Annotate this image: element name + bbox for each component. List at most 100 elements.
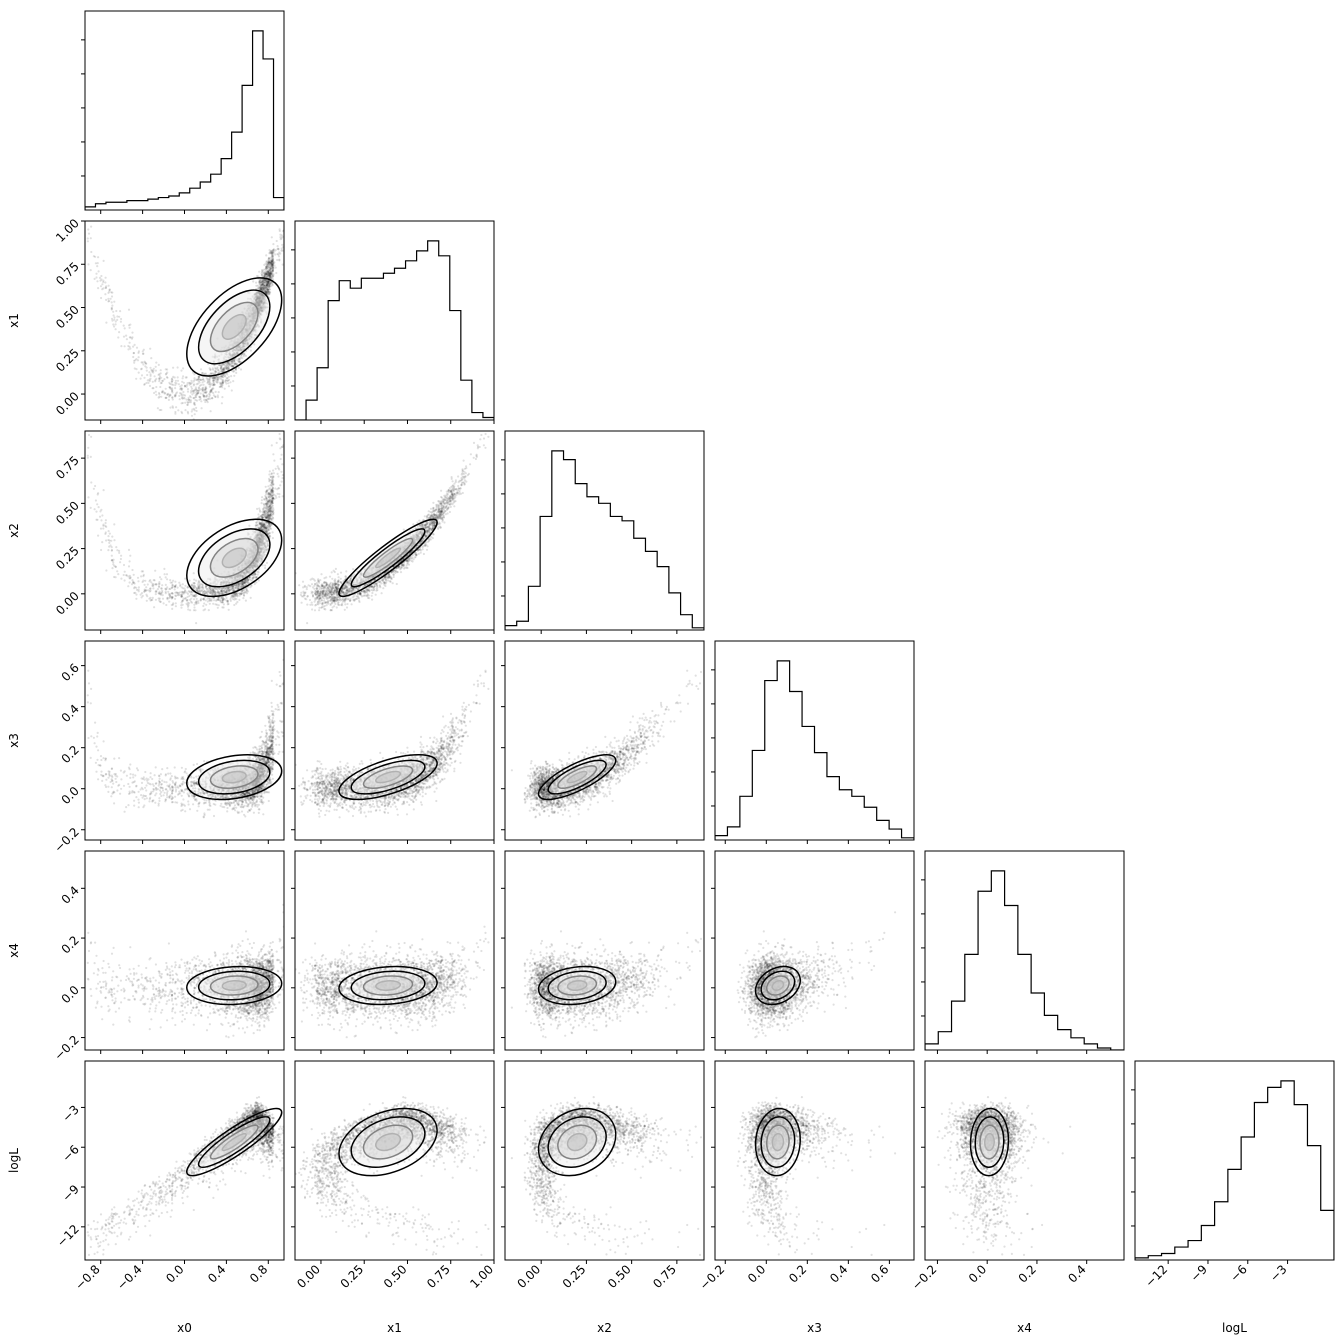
y-tick-label: 0.00 (53, 389, 82, 418)
y-tick-label: 0.50 (53, 498, 82, 527)
x-tick-label: −0.2 (909, 1262, 940, 1293)
panel-x1-x1 (291, 220, 495, 424)
x-tick-label: 0.6 (868, 1262, 891, 1285)
y-axis-label-x1: x1 (7, 313, 21, 328)
y-tick-label: 0.0 (59, 983, 82, 1006)
x-tick-label: −6 (1227, 1262, 1249, 1284)
contours-logL-x1 (338, 1107, 438, 1177)
y-axis-label-x3: x3 (7, 733, 21, 748)
y-tick-label: 0.50 (53, 303, 82, 332)
panel-logL-x2: 0.00 0.25 0.50 0.75 (501, 1060, 705, 1291)
scatter-logL-x4 (936, 1096, 1072, 1256)
histogram-logL (1135, 1080, 1334, 1260)
x-tick-label: −0.8 (72, 1262, 103, 1293)
scatter-x4-x3 (736, 911, 897, 1039)
panel-logL-x3: −0.2 0.0 0.2 0.4 0.6 (697, 1060, 915, 1293)
y-tick-label: −6 (60, 1142, 82, 1164)
y-tick-label: 0.2 (59, 743, 82, 766)
panel-x0-x0 (81, 10, 285, 214)
x-tick-label: 0.25 (560, 1262, 589, 1291)
scatter-logL-x2 (510, 1096, 703, 1256)
y-tick-label: −0.2 (51, 825, 82, 856)
panel-frame (714, 850, 915, 1051)
panel-frame (504, 1060, 705, 1261)
y-tick-label: 0.0 (59, 784, 82, 807)
panel-x2-x1 (291, 430, 495, 634)
panel-frame (504, 640, 705, 841)
contours-logL-x2 (537, 1107, 617, 1177)
scatter-x4-x0 (86, 903, 284, 1039)
y-tick-label: 0.75 (53, 453, 82, 482)
x-tick-label: 0.0 (163, 1262, 186, 1285)
y-tick-label: 0.4 (59, 883, 82, 906)
histogram-x1 (295, 240, 494, 420)
x-axis-label-x1: x1 (387, 1321, 402, 1335)
panel-frame (504, 850, 705, 1051)
panel-frame (84, 850, 285, 1051)
contours-x3-x1 (338, 754, 438, 801)
panel-frame (84, 1060, 285, 1261)
x-tick-label: 0.25 (338, 1262, 367, 1291)
x-tick-label: 0.4 (205, 1262, 228, 1285)
x-tick-label: −0.2 (697, 1262, 728, 1293)
panel-x3-x2 (501, 640, 705, 844)
x-axis-label-logL: logL (1222, 1321, 1247, 1335)
x-tick-label: −0.4 (114, 1262, 145, 1293)
x-tick-label: 0.50 (381, 1262, 410, 1291)
panel-logL-logL: −12 −9 −6 −3 (1131, 1060, 1335, 1290)
panel-x4-x1 (291, 850, 495, 1054)
contours-x2-x1 (338, 518, 438, 598)
contours-logL-x3 (754, 1107, 801, 1177)
panel-x3-x1 (291, 640, 495, 844)
x-axis-label-x2: x2 (597, 1321, 612, 1335)
panel-frame (84, 10, 285, 211)
scatter-x2-x0 (86, 432, 284, 625)
histogram-x2 (505, 450, 704, 630)
scatter-x3-x1 (295, 669, 490, 819)
contours-x3-x0 (186, 754, 283, 801)
x-axis-label-x0: x0 (177, 1321, 192, 1335)
x-tick-label: 0.2 (1016, 1262, 1039, 1285)
contours-x4-x1 (338, 965, 438, 1006)
y-tick-label: 0.4 (59, 702, 82, 725)
contours-x1-x0 (186, 277, 283, 377)
y-tick-label: 0.25 (53, 544, 82, 573)
panel-logL-x0: −0.8 −0.4 0.0 0.4 0.8 −12 −9 −6 −3 (54, 1060, 285, 1293)
x-tick-label: 0.4 (1065, 1262, 1088, 1285)
x-tick-label: 0.50 (605, 1262, 634, 1291)
scatter-x4-x2 (510, 930, 703, 1039)
y-tick-label: 0.25 (53, 346, 82, 375)
contours-logL-x4 (969, 1107, 1010, 1177)
contours-x4-x3 (754, 965, 801, 1006)
panel-x4-x2 (501, 850, 705, 1054)
contours-x4-x0 (186, 965, 283, 1006)
x-tick-label: 0.00 (515, 1262, 544, 1291)
x-tick-label: −9 (1188, 1262, 1210, 1284)
scatter-x3-x0 (86, 658, 284, 819)
x-tick-label: 0.8 (247, 1262, 270, 1285)
contours-x3-x2 (537, 754, 617, 801)
panel-frame (294, 220, 495, 421)
panel-x3-x0: −0.2 0.0 0.2 0.4 0.6 (51, 640, 285, 856)
scatter-logL-x3 (736, 1096, 897, 1256)
panel-frame (84, 640, 285, 841)
histogram-x3 (715, 660, 914, 840)
panel-frame (294, 1060, 495, 1261)
y-tick-label: 0.6 (59, 661, 82, 684)
x-axis-label-x4: x4 (1017, 1321, 1032, 1335)
panel-logL-x4: −0.2 0.0 0.2 0.4 (909, 1060, 1125, 1293)
histogram-x4 (925, 870, 1124, 1050)
panel-frame (294, 430, 495, 631)
panel-frame (924, 1060, 1125, 1261)
y-tick-label: 0.00 (53, 589, 82, 618)
contours-x4-x2 (537, 965, 617, 1006)
x-tick-label: 0.00 (294, 1262, 323, 1291)
panel-frame (924, 850, 1125, 1051)
panel-x2-x2 (501, 430, 705, 634)
panel-frame (714, 1060, 915, 1261)
x-tick-label: 0.75 (424, 1262, 453, 1291)
x-tick-label: −12 (1142, 1262, 1170, 1290)
scatter-x2-x1 (295, 432, 490, 625)
y-tick-label: −12 (54, 1222, 82, 1250)
